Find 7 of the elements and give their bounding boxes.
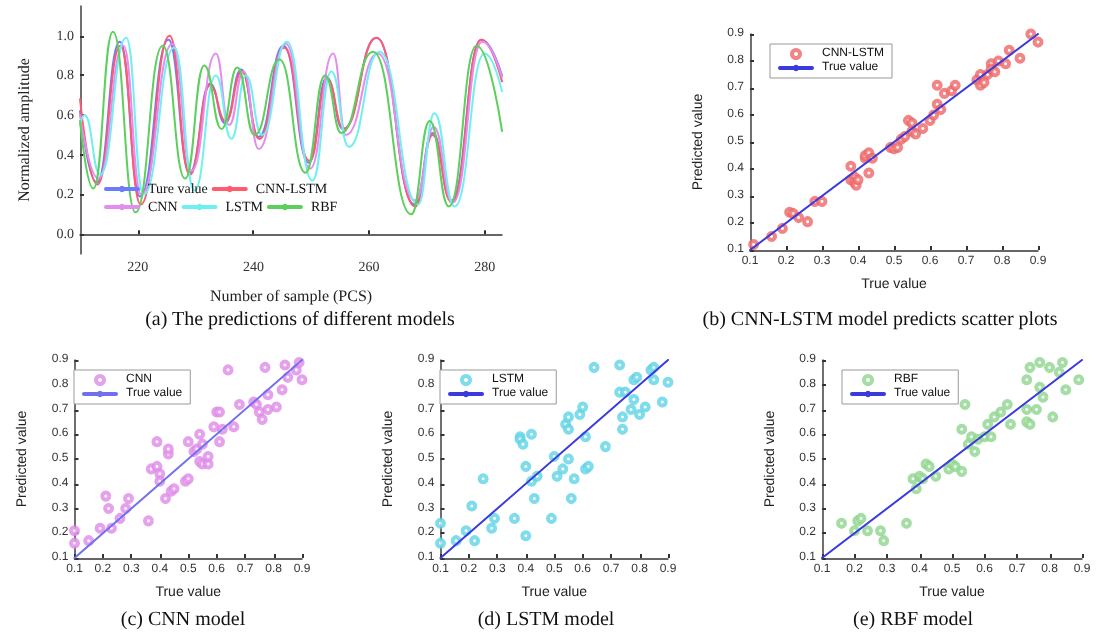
text: (e) RBF model (853, 609, 974, 631)
text: (a) The predictions of different models (145, 309, 456, 331)
text: (d) LSTM model (477, 609, 615, 631)
y-axis-title: Normalized amplitude (15, 57, 33, 202)
text: (b) CNN-LSTM model predicts scatter plots (702, 309, 1058, 331)
x-axis-title: Number of sample (PCS) (209, 287, 373, 305)
text: (c) CNN model (120, 609, 246, 631)
